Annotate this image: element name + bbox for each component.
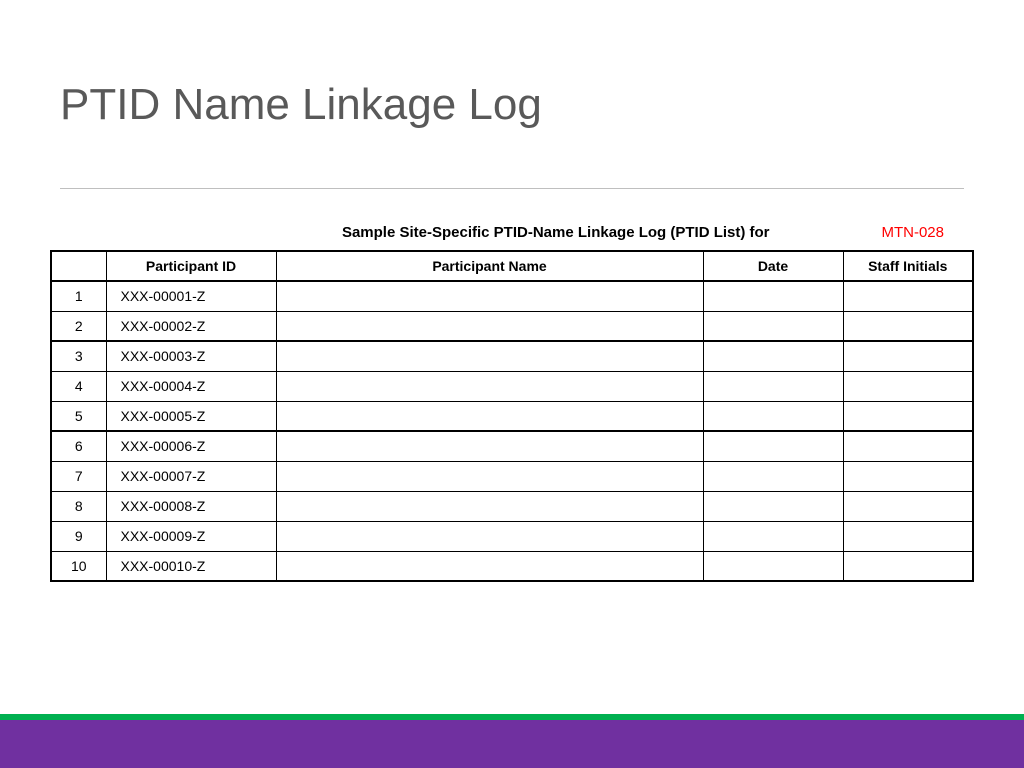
participant-id: XXX-00009-Z <box>106 521 276 551</box>
table-caption-row: Sample Site-Specific PTID-Name Linkage L… <box>50 224 974 241</box>
title-rule <box>60 188 964 189</box>
staff-initials <box>843 491 973 521</box>
participant-name <box>276 521 703 551</box>
footer-bar-purple <box>0 720 1024 768</box>
table-row: 7 XXX-00007-Z <box>51 461 973 491</box>
participant-name <box>276 461 703 491</box>
participant-id: XXX-00002-Z <box>106 311 276 341</box>
study-code-label: MTN-028 <box>881 224 944 241</box>
col-header-initials: Staff Initials <box>843 251 973 281</box>
participant-name <box>276 491 703 521</box>
row-date <box>703 311 843 341</box>
linkage-table-wrap: Participant ID Participant Name Date Sta… <box>50 250 974 582</box>
table-row: 4 XXX-00004-Z <box>51 371 973 401</box>
participant-id: XXX-00001-Z <box>106 281 276 311</box>
table-row: 1 XXX-00001-Z <box>51 281 973 311</box>
table-body: 1 XXX-00001-Z 2 XXX-00002-Z 3 XXX-00003-… <box>51 281 973 581</box>
participant-id: XXX-00008-Z <box>106 491 276 521</box>
table-row: 3 XXX-00003-Z <box>51 341 973 371</box>
table-row: 2 XXX-00002-Z <box>51 311 973 341</box>
staff-initials <box>843 461 973 491</box>
row-date <box>703 341 843 371</box>
col-header-date: Date <box>703 251 843 281</box>
staff-initials <box>843 281 973 311</box>
participant-name <box>276 371 703 401</box>
participant-id: XXX-00005-Z <box>106 401 276 431</box>
participant-id: XXX-00003-Z <box>106 341 276 371</box>
row-date <box>703 521 843 551</box>
row-date <box>703 461 843 491</box>
table-row: 8 XXX-00008-Z <box>51 491 973 521</box>
linkage-table: Participant ID Participant Name Date Sta… <box>50 250 974 582</box>
col-header-pid: Participant ID <box>106 251 276 281</box>
row-number: 10 <box>51 551 106 581</box>
row-number: 1 <box>51 281 106 311</box>
participant-name <box>276 401 703 431</box>
participant-name <box>276 341 703 371</box>
staff-initials <box>843 311 973 341</box>
col-header-name: Participant Name <box>276 251 703 281</box>
row-number: 6 <box>51 431 106 461</box>
row-date <box>703 401 843 431</box>
row-number: 3 <box>51 341 106 371</box>
staff-initials <box>843 521 973 551</box>
staff-initials <box>843 431 973 461</box>
table-header-row: Participant ID Participant Name Date Sta… <box>51 251 973 281</box>
participant-id: XXX-00007-Z <box>106 461 276 491</box>
row-number: 8 <box>51 491 106 521</box>
staff-initials <box>843 401 973 431</box>
row-number: 5 <box>51 401 106 431</box>
staff-initials <box>843 341 973 371</box>
table-row: 5 XXX-00005-Z <box>51 401 973 431</box>
participant-id: XXX-00004-Z <box>106 371 276 401</box>
participant-name <box>276 311 703 341</box>
row-date <box>703 491 843 521</box>
row-date <box>703 431 843 461</box>
row-date <box>703 371 843 401</box>
staff-initials <box>843 551 973 581</box>
table-row: 9 XXX-00009-Z <box>51 521 973 551</box>
participant-name <box>276 281 703 311</box>
row-number: 2 <box>51 311 106 341</box>
table-row: 10 XXX-00010-Z <box>51 551 973 581</box>
row-date <box>703 281 843 311</box>
col-header-blank <box>51 251 106 281</box>
row-number: 9 <box>51 521 106 551</box>
participant-name <box>276 551 703 581</box>
participant-id: XXX-00006-Z <box>106 431 276 461</box>
participant-id: XXX-00010-Z <box>106 551 276 581</box>
footer-bars <box>0 714 1024 768</box>
participant-name <box>276 431 703 461</box>
table-row: 6 XXX-00006-Z <box>51 431 973 461</box>
staff-initials <box>843 371 973 401</box>
row-number: 4 <box>51 371 106 401</box>
page-title: PTID Name Linkage Log <box>60 80 542 130</box>
row-number: 7 <box>51 461 106 491</box>
table-caption: Sample Site-Specific PTID-Name Linkage L… <box>50 224 881 241</box>
row-date <box>703 551 843 581</box>
